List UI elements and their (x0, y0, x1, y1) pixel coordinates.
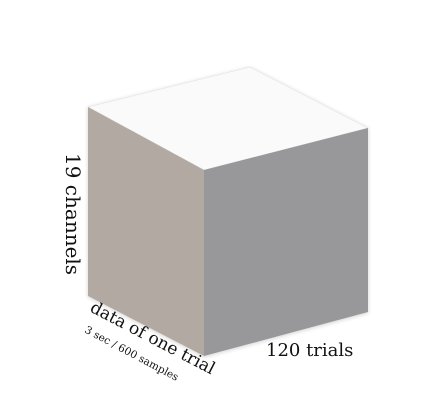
trials-label: 120 trials (266, 340, 353, 361)
channels-label: 19 channels (61, 153, 85, 275)
cube-left-face (88, 107, 204, 356)
cube (86, 66, 370, 356)
cube-right-face (204, 128, 368, 356)
